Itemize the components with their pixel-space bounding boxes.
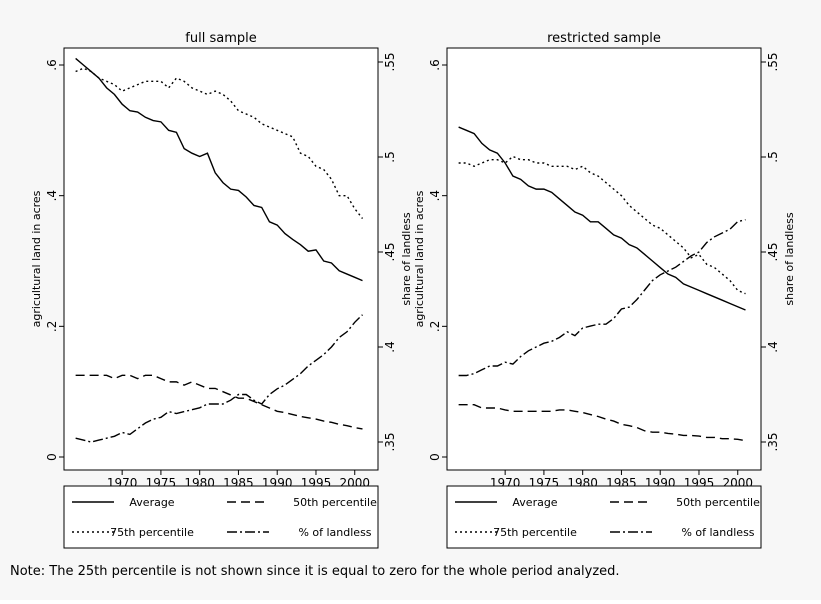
series-line xyxy=(75,314,363,443)
legend-label: 50th percentile xyxy=(676,496,760,509)
series-line xyxy=(458,126,746,311)
y2-axis-label: share of landless xyxy=(400,212,413,305)
y2-tick-label: .35 xyxy=(766,432,780,451)
y-tick-label: .2 xyxy=(428,321,442,332)
y-tick-label: .4 xyxy=(45,190,59,201)
legend-label: 75th percentile xyxy=(110,526,194,539)
series-line xyxy=(458,404,746,442)
y-tick-label: .4 xyxy=(428,190,442,201)
note: Note: The 25th percentile is not shown s… xyxy=(10,564,620,579)
legend-label: 75th percentile xyxy=(493,526,577,539)
series-line xyxy=(75,67,364,219)
legend-label: % of landless xyxy=(298,526,371,539)
legend xyxy=(446,485,762,549)
y2-tick-label: .5 xyxy=(383,151,397,162)
legend-label: Average xyxy=(129,496,174,509)
panel: full sample1970197519801985199019952000y… xyxy=(30,31,413,549)
y2-tick-label: .55 xyxy=(383,52,397,71)
y-tick-label: .2 xyxy=(45,321,59,332)
y-axis-label: agricultural land in acres xyxy=(30,190,43,327)
legend xyxy=(63,485,379,549)
y-axis-label: agricultural land in acres xyxy=(413,190,426,327)
plot-area xyxy=(63,47,379,471)
y-tick-label: .6 xyxy=(45,59,59,70)
legend-label: % of landless xyxy=(681,526,754,539)
panel-title: full sample xyxy=(185,31,256,46)
y-tick-label: 0 xyxy=(428,453,442,461)
series-line xyxy=(458,155,746,295)
y2-tick-label: .4 xyxy=(383,341,397,352)
series-line xyxy=(75,374,363,430)
legend-label: Average xyxy=(512,496,557,509)
y2-axis-label: share of landless xyxy=(783,212,796,305)
y2-tick-label: .55 xyxy=(766,52,780,71)
y2-tick-label: .45 xyxy=(383,242,397,261)
panel-title: restricted sample xyxy=(547,31,661,46)
y-tick-label: .6 xyxy=(428,59,442,70)
y2-tick-label: .5 xyxy=(766,151,780,162)
y2-tick-label: .45 xyxy=(766,242,780,261)
series-line xyxy=(458,219,746,377)
series-line xyxy=(75,57,363,282)
y2-tick-label: .35 xyxy=(383,432,397,451)
legend-label: 50th percentile xyxy=(293,496,377,509)
y-tick-label: 0 xyxy=(45,453,59,461)
y2-tick-label: .4 xyxy=(766,341,780,352)
plot-area xyxy=(446,47,762,471)
